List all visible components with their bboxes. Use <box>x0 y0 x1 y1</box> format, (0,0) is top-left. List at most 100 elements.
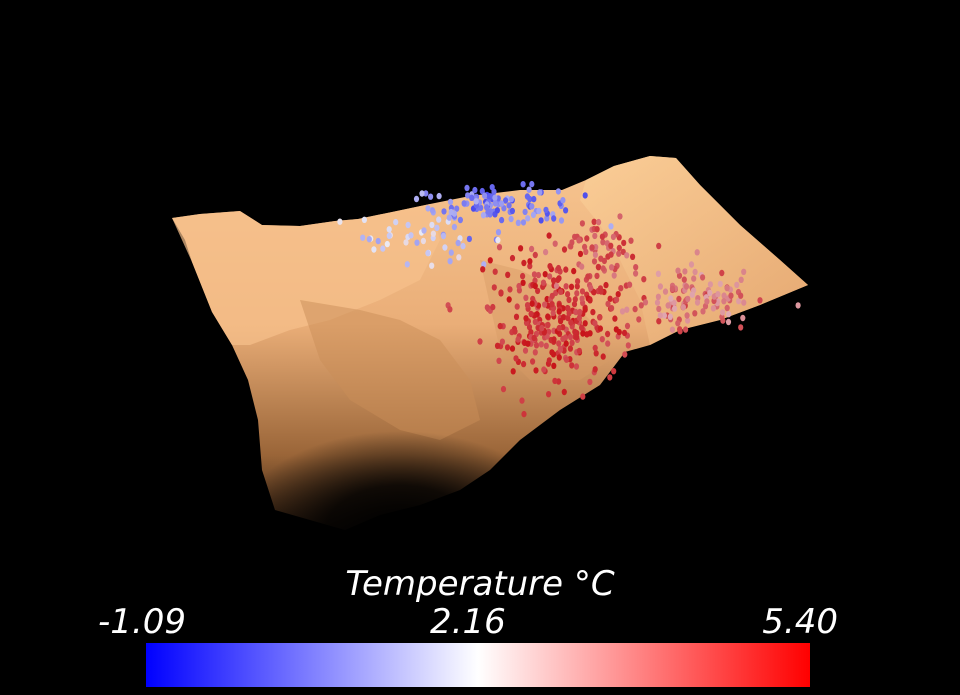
particle <box>609 264 615 271</box>
particle <box>446 214 452 221</box>
particle <box>549 292 555 300</box>
particle <box>492 200 498 207</box>
particle <box>621 329 628 337</box>
particle <box>592 320 598 327</box>
particle <box>579 295 585 302</box>
terrain-surface <box>172 156 808 575</box>
particle <box>442 244 448 251</box>
particle <box>539 324 545 332</box>
particle <box>530 211 537 219</box>
particle <box>429 262 435 269</box>
particle <box>574 334 580 341</box>
particle <box>605 300 611 308</box>
particle <box>710 305 717 312</box>
particle <box>558 317 564 325</box>
particle <box>591 289 597 296</box>
particle <box>538 217 544 224</box>
particle <box>567 333 574 341</box>
particle <box>360 234 366 241</box>
particle <box>611 272 617 279</box>
particle <box>495 229 502 236</box>
particle <box>541 366 547 373</box>
particle <box>571 300 578 308</box>
particle <box>582 320 588 327</box>
scatter-particles <box>337 180 801 418</box>
particle <box>545 321 551 329</box>
particle <box>492 268 498 275</box>
particle <box>582 192 588 199</box>
particle <box>607 295 613 302</box>
particle <box>795 302 801 309</box>
particle <box>589 244 595 251</box>
particle <box>594 226 600 233</box>
particle <box>616 328 622 336</box>
particle <box>419 190 425 197</box>
particle <box>447 306 453 313</box>
particle <box>636 316 642 323</box>
particle <box>547 263 553 270</box>
particle <box>457 216 463 224</box>
particle <box>680 304 687 311</box>
particle <box>499 338 505 345</box>
particle <box>420 237 426 245</box>
particle <box>721 298 727 305</box>
particle <box>366 236 372 243</box>
particle <box>451 223 457 231</box>
particle <box>563 356 570 363</box>
particle <box>757 297 763 304</box>
particle <box>386 232 392 239</box>
particle <box>491 284 497 291</box>
particle <box>538 341 544 348</box>
particle <box>371 246 377 253</box>
particle <box>425 249 431 257</box>
particle <box>337 218 343 225</box>
particle <box>423 190 429 197</box>
particle <box>563 266 569 273</box>
particle <box>633 270 639 277</box>
particle <box>540 279 547 286</box>
particle <box>473 198 479 205</box>
particle <box>533 342 540 349</box>
particle <box>405 221 411 229</box>
particle <box>549 349 555 356</box>
particle <box>562 334 569 341</box>
particle <box>579 263 585 270</box>
particle <box>556 308 562 315</box>
particle <box>587 330 593 337</box>
particle <box>464 184 470 192</box>
particle <box>736 298 742 305</box>
particle <box>568 283 575 290</box>
particle <box>521 259 527 267</box>
particle <box>656 318 662 325</box>
particle <box>593 350 599 357</box>
particle <box>582 243 588 251</box>
particle <box>526 186 532 193</box>
particle <box>656 305 662 313</box>
particle <box>563 207 569 214</box>
particle <box>726 311 732 318</box>
particle <box>675 267 681 274</box>
particle <box>480 212 486 219</box>
particle <box>662 288 669 295</box>
particle <box>676 272 683 279</box>
particle <box>441 208 447 215</box>
particle <box>479 187 485 195</box>
particle <box>685 317 691 324</box>
particle <box>524 302 531 309</box>
particle <box>380 245 386 252</box>
particle <box>466 235 472 243</box>
particle <box>520 272 526 280</box>
particle <box>375 237 381 245</box>
particle <box>579 288 586 295</box>
particle <box>527 262 533 270</box>
particle <box>579 324 585 331</box>
particle <box>597 314 603 321</box>
particle <box>565 291 571 298</box>
particle <box>489 184 495 191</box>
particle <box>738 276 744 283</box>
particle <box>692 310 698 317</box>
particle <box>667 313 673 320</box>
particle <box>509 345 516 352</box>
particle <box>532 318 538 325</box>
